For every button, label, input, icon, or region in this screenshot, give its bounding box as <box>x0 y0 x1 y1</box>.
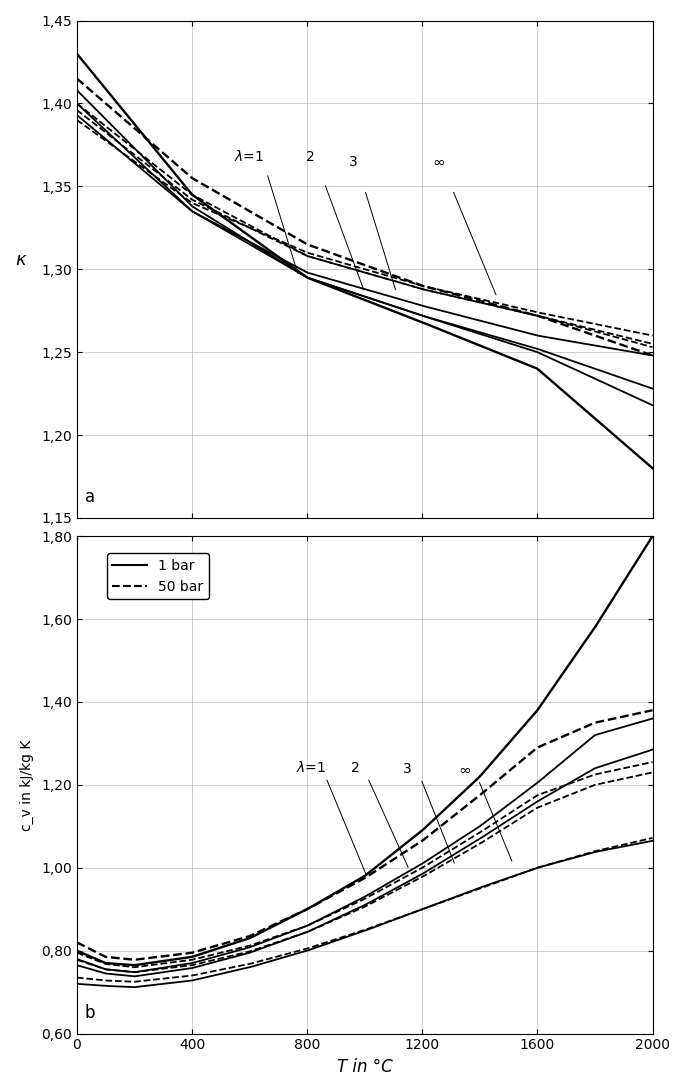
Text: 3: 3 <box>349 155 358 169</box>
Text: $\infty$: $\infty$ <box>458 763 471 777</box>
Legend: 1 bar, 50 bar: 1 bar, 50 bar <box>107 553 209 599</box>
Y-axis label: c_v in kJ/kg K: c_v in kJ/kg K <box>20 740 34 830</box>
X-axis label: T in °C: T in °C <box>337 1058 393 1076</box>
Text: a: a <box>85 489 95 506</box>
Text: 2: 2 <box>306 151 315 165</box>
Text: $\lambda$=1: $\lambda$=1 <box>234 149 264 165</box>
Text: $\infty$: $\infty$ <box>432 155 445 169</box>
Text: b: b <box>85 1005 95 1022</box>
Text: 2: 2 <box>351 760 360 775</box>
Text: 3: 3 <box>403 763 412 777</box>
Y-axis label: κ: κ <box>15 251 25 269</box>
Text: $\lambda$=1: $\lambda$=1 <box>297 759 327 775</box>
